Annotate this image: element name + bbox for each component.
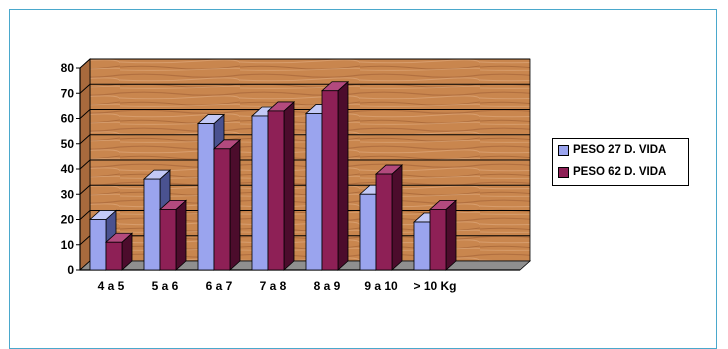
bars bbox=[88, 80, 458, 271]
bar-chart: 0 10 20 30 40 50 60 70 80 4 a 5 5 a 6 6 a 7 7 a 8 8 a… bbox=[61, 58, 532, 293]
bar-series-2-6 bbox=[374, 164, 404, 271]
x-tick-label: 8 a 9 bbox=[314, 279, 341, 293]
gridline bbox=[79, 159, 530, 170]
x-tick-label: 4 a 5 bbox=[98, 279, 125, 293]
x-tick-label: > 10 Kg bbox=[413, 279, 456, 293]
legend-label-series-1: PESO 27 D. VIDA bbox=[573, 144, 667, 156]
bar-series-2-4 bbox=[266, 101, 296, 271]
legend-item-series-2: PESO 62 D. VIDA bbox=[553, 161, 688, 183]
legend-item-series-1: PESO 27 D. VIDA bbox=[553, 139, 688, 161]
x-tick-label: 7 a 8 bbox=[260, 279, 287, 293]
bar-series-2-5 bbox=[320, 80, 350, 271]
y-tick-label: 0 bbox=[67, 263, 74, 277]
y-tick-label: 30 bbox=[61, 187, 75, 201]
legend-swatch-series-1 bbox=[558, 144, 569, 156]
gridline bbox=[79, 109, 530, 119]
bar-series-2-1 bbox=[104, 232, 134, 271]
y-tick-label: 60 bbox=[61, 112, 75, 126]
gridline bbox=[79, 83, 530, 94]
bar-series-2-7 bbox=[428, 199, 458, 271]
legend: PESO 27 D. VIDA PESO 62 D. VIDA bbox=[552, 138, 689, 186]
y-tick-label: 40 bbox=[61, 162, 75, 176]
y-tick-label: 70 bbox=[61, 86, 75, 100]
x-tick-label: 5 a 6 bbox=[152, 279, 179, 293]
gridline bbox=[79, 134, 530, 145]
y-tick-label: 20 bbox=[61, 213, 75, 227]
y-tick-label: 50 bbox=[61, 137, 75, 151]
bar-series-2-2 bbox=[158, 199, 188, 271]
x-tick-label: 6 a 7 bbox=[206, 279, 233, 293]
bar-series-2-3 bbox=[212, 138, 242, 271]
y-tick-label: 80 bbox=[61, 61, 75, 75]
legend-swatch-series-2 bbox=[558, 166, 569, 178]
y-tick-label: 10 bbox=[61, 238, 75, 252]
gridline bbox=[79, 58, 530, 69]
legend-label-series-2: PESO 62 D. VIDA bbox=[573, 166, 667, 178]
x-tick-label: 9 a 10 bbox=[364, 279, 398, 293]
tick-labels: 0 10 20 30 40 50 60 70 80 4 a 5 5 a 6 6 a 7 7 a 8 8 a… bbox=[61, 61, 457, 293]
